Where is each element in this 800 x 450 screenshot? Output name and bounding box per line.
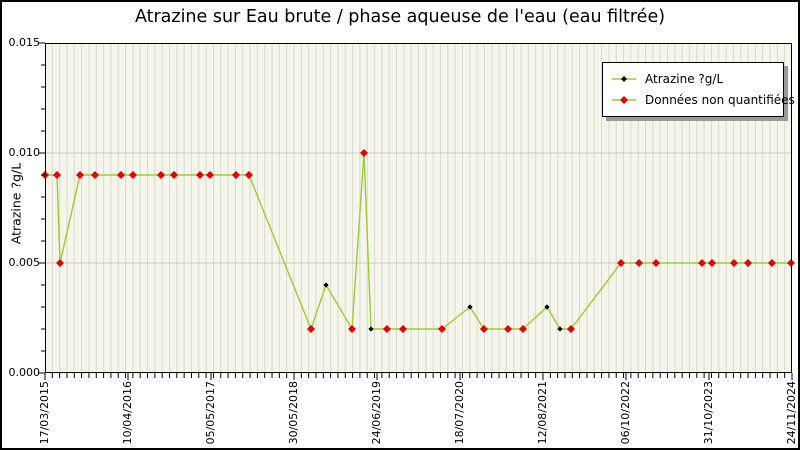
y-tick-label: 0.015: [8, 36, 41, 49]
marker-unquantified: [566, 325, 575, 333]
x-tick-label: 30/05/2018: [287, 381, 300, 445]
marker-unquantified: [382, 325, 391, 333]
x-tick-label: 24/06/2019: [370, 381, 383, 445]
chart-title: Atrazine sur Eau brute / phase aqueuse d…: [134, 7, 666, 27]
marker-unquantified: [399, 325, 408, 333]
marker-unquantified: [697, 259, 706, 267]
marker-unquantified: [206, 171, 215, 179]
marker-unquantified: [116, 171, 125, 179]
marker-unquantified: [170, 171, 179, 179]
x-tick-label: 17/03/2015: [38, 381, 51, 445]
x-tick-label: 10/04/2016: [121, 381, 134, 445]
y-axis-title: Atrazine ?g/L: [8, 162, 24, 245]
marker-unquantified: [479, 325, 488, 333]
marker-unquantified: [707, 259, 716, 267]
x-tick-label: 31/10/2023: [702, 381, 715, 445]
legend-label-quantified: Atrazine ?g/L: [645, 71, 724, 86]
marker-quantified: [467, 304, 473, 310]
marker-quantified: [323, 282, 329, 288]
y-tick-label: 0.000: [8, 366, 41, 379]
marker-unquantified: [76, 171, 85, 179]
y-tick-label: 0.005: [8, 256, 41, 269]
axis-ticks: [39, 42, 793, 380]
red-diamond-icon: [620, 95, 628, 104]
marker-unquantified: [503, 325, 512, 333]
marker-unquantified: [245, 171, 254, 179]
legend-sample-unquantified: [612, 95, 636, 104]
legend-label-unquantified: Données non quantifiées: [645, 92, 795, 107]
marker-unquantified: [635, 259, 644, 267]
legend-sample-quantified: [612, 75, 636, 82]
marker-quantified: [368, 326, 374, 332]
x-tick-label: 05/05/2017: [204, 381, 217, 445]
x-tick-label: 06/10/2022: [619, 381, 632, 445]
marker-unquantified: [232, 171, 241, 179]
marker-unquantified: [307, 325, 316, 333]
data-markers: [41, 149, 796, 333]
marker-unquantified: [519, 325, 528, 333]
x-tick-label: 18/07/2020: [453, 381, 466, 445]
vertical-gridlines: [51, 43, 786, 373]
x-tick-label: 24/11/2024: [785, 381, 798, 445]
marker-unquantified: [360, 149, 369, 157]
marker-unquantified: [730, 259, 739, 267]
marker-unquantified: [348, 325, 357, 333]
marker-unquantified: [56, 259, 65, 267]
marker-unquantified: [196, 171, 205, 179]
legend-item-non-quantifiees: Données non quantifiées: [611, 89, 795, 110]
y-tick-label: 0.010: [8, 146, 41, 159]
marker-quantified: [544, 304, 550, 310]
plot-frame: [45, 43, 792, 373]
marker-unquantified: [617, 259, 626, 267]
x-tick-label: 12/08/2021: [536, 381, 549, 445]
legend-item-atrazine: Atrazine ?g/L: [611, 68, 775, 89]
black-diamond-icon: [621, 75, 627, 82]
marker-unquantified: [157, 171, 166, 179]
marker-unquantified: [90, 171, 99, 179]
marker-unquantified: [652, 259, 661, 267]
marker-unquantified: [437, 325, 446, 333]
marker-unquantified: [744, 259, 753, 267]
marker-quantified: [557, 326, 563, 332]
marker-unquantified: [128, 171, 137, 179]
marker-unquantified: [53, 171, 62, 179]
legend-box: Atrazine ?g/L Données non quantifiées: [602, 62, 795, 117]
marker-unquantified: [767, 259, 776, 267]
